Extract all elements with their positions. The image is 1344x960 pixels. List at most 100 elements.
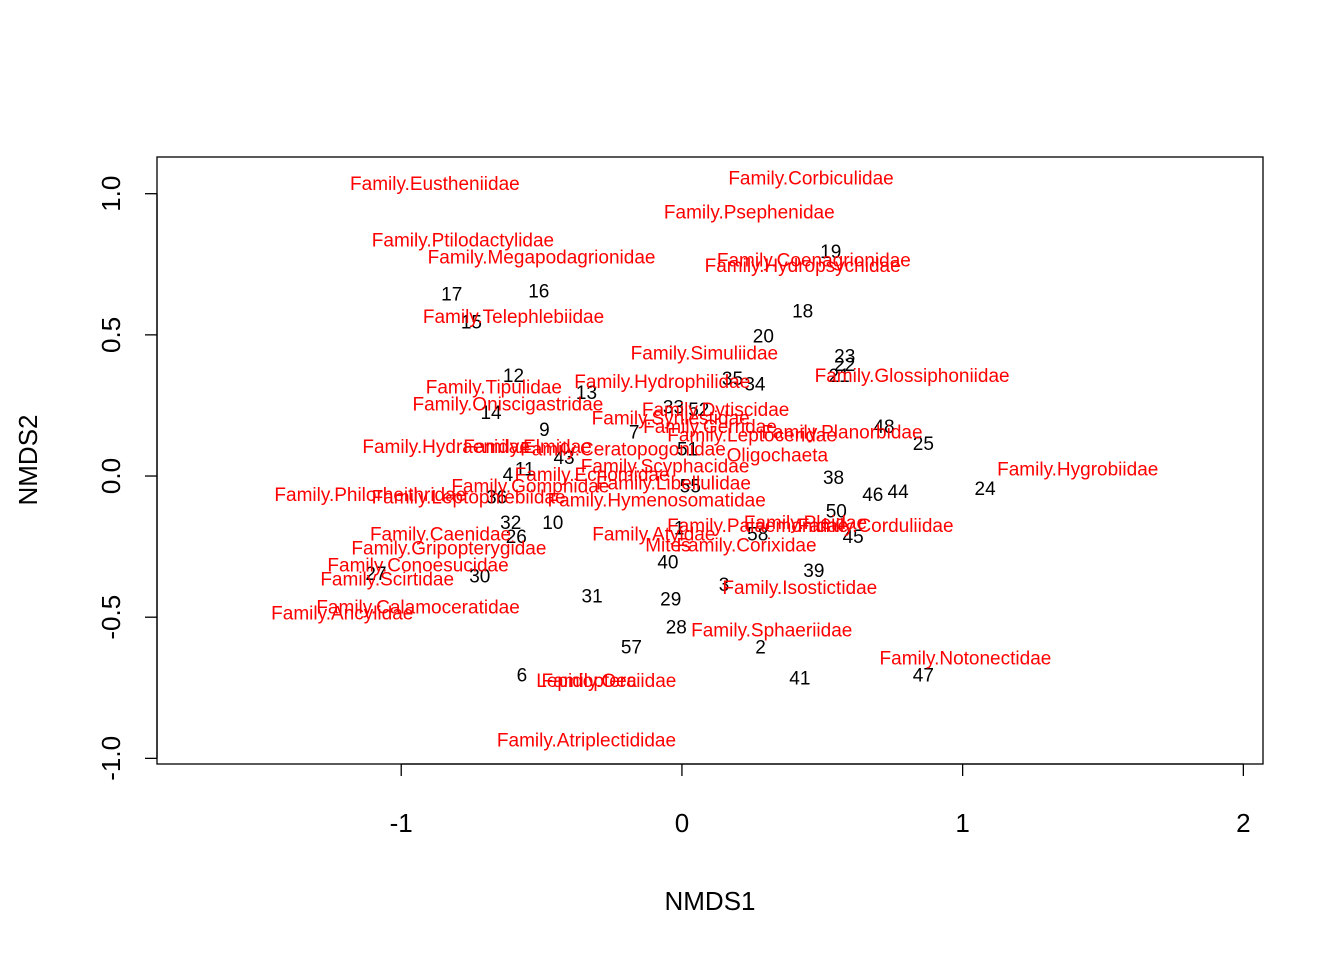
species-label: Family.Conoesucidae (327, 555, 508, 576)
site-label: 41 (789, 668, 810, 689)
species-label: Family.Hydrophilidae (574, 372, 750, 393)
site-label: 2 (755, 637, 766, 658)
site-label: 26 (506, 527, 527, 548)
species-label: Family.Hydropsychidae (705, 256, 901, 277)
species-label: Family.Ancylidae (271, 603, 413, 624)
species-label: Family.Philorheithridae (274, 485, 466, 506)
site-label: 19 (820, 242, 841, 263)
site-label: 9 (539, 420, 550, 441)
y-axis-title: NMDS2 (13, 414, 43, 505)
site-label: 23 (834, 346, 855, 367)
species-label: Family.Gomphidae (451, 476, 609, 497)
site-label: 52 (688, 400, 709, 421)
species-label: Family.Ceratopogonidae (520, 440, 726, 461)
site-label: 3 (719, 575, 730, 596)
species-label: Family.Gripopterygidae (351, 538, 546, 559)
site-label: 40 (657, 553, 678, 574)
species-label: Family.Glossiphoniidae (815, 366, 1010, 387)
site-label: 10 (542, 513, 563, 534)
x-tick-label: 2 (1236, 808, 1250, 838)
species-label: Family.Atyidae (592, 524, 715, 545)
site-label: 46 (862, 485, 883, 506)
species-label: Family.Sphaeriidae (691, 620, 852, 641)
site-label: 21 (829, 366, 850, 387)
site-label: 20 (753, 327, 774, 348)
species-label: Family.Dytiscidae (642, 400, 789, 421)
x-axis: -1 0 1 2 (390, 763, 1251, 838)
site-label: 38 (823, 468, 844, 489)
species-label: Family.Palaemonidae (667, 516, 848, 537)
site-label: 16 (528, 282, 549, 303)
species-labels: Family.Eustheniidae Family.Corbiculidae Fa… (271, 169, 1158, 752)
species-label: Family.Hygrobiidae (997, 459, 1158, 480)
species-label: Family.Scirtidae (320, 570, 454, 591)
species-label: Family.Pleidae (744, 513, 867, 534)
x-tick-label: 0 (675, 808, 689, 838)
site-label: 36 (486, 488, 507, 509)
species-label: Family.Tipulidae (426, 378, 562, 399)
species-label: Family.Ptilodactylidae (372, 231, 554, 252)
species-label: Mites (645, 536, 690, 557)
site-label: 51 (677, 440, 698, 461)
species-label: Family.Hydraenidae (362, 437, 530, 458)
species-label: Family.Leptophlebiidae (372, 488, 566, 509)
site-label: 35 (722, 369, 743, 390)
site-label: 30 (469, 567, 490, 588)
y-tick-label: 0.5 (96, 317, 126, 353)
species-label: Oligochaeta (727, 445, 829, 466)
species-label: Family.Oeciidae (542, 671, 677, 692)
species-label: Family.Corixidae (676, 536, 816, 557)
site-label: 29 (660, 589, 681, 610)
site-label: 25 (913, 434, 934, 455)
y-axis: -1.0 -0.5 0.0 0.5 1.0 (96, 176, 158, 781)
site-label: 47 (913, 665, 934, 686)
site-label: 6 (517, 665, 528, 686)
x-tick-label: -1 (390, 808, 413, 838)
site-label: 4 (503, 465, 514, 486)
species-label: Family.Scyphacidae (581, 457, 750, 478)
species-label: Family.Eustheniidae (350, 174, 520, 195)
species-label: Family.Isostictidae (722, 578, 877, 599)
species-label: Family.Elmidae (463, 437, 591, 458)
species-label: Family.Planorbidae (761, 423, 922, 444)
species-label: Family.Ecnomidae (515, 465, 670, 486)
site-label: 50 (826, 502, 847, 523)
y-tick-label: -0.5 (96, 595, 126, 640)
site-label: 24 (975, 479, 997, 500)
species-label: Family.Synlestidae (592, 409, 750, 430)
species-label: Family.Corbiculidae (728, 169, 893, 190)
site-label: 43 (553, 448, 574, 469)
site-label: 13 (576, 383, 597, 404)
site-label: 48 (873, 417, 894, 438)
species-label: Family.Libellulidae (596, 474, 751, 495)
site-label: 31 (582, 586, 603, 607)
species-label: Family.Caenidae (370, 524, 511, 545)
site-label: 27 (365, 564, 386, 585)
site-label: 18 (792, 301, 813, 322)
site-label: 34 (744, 375, 766, 396)
site-label: 7 (629, 423, 640, 444)
site-label: 28 (666, 617, 687, 638)
site-label: 32 (500, 513, 521, 534)
species-label: Family.Simuliidae (631, 344, 778, 365)
species-label: Family.Leptoceridae (667, 426, 837, 447)
species-label: Family.Psephenidae (664, 202, 835, 223)
species-label: Family.Oniscigastridae (413, 394, 604, 415)
species-label: Family.Megapodagrionidae (428, 248, 656, 269)
species-label: Family.Atriplectididae (497, 730, 676, 751)
site-label: 17 (441, 284, 462, 305)
site-label: 14 (480, 403, 502, 424)
species-label: Family.Hymenosomatidae (548, 490, 766, 511)
species-label: Lepidoptera (536, 671, 637, 692)
site-label: 44 (888, 482, 910, 503)
site-label: 33 (663, 397, 684, 418)
site-label: 22 (834, 355, 855, 376)
site-label: 39 (803, 561, 824, 582)
species-label: Family.Notonectidae (880, 649, 1052, 670)
y-tick-label: 0.0 (96, 458, 126, 494)
species-label: Family.Calamoceratidae (316, 598, 519, 619)
species-label: Family.Coenagrionidae (717, 250, 911, 271)
x-tick-label: 1 (955, 808, 969, 838)
